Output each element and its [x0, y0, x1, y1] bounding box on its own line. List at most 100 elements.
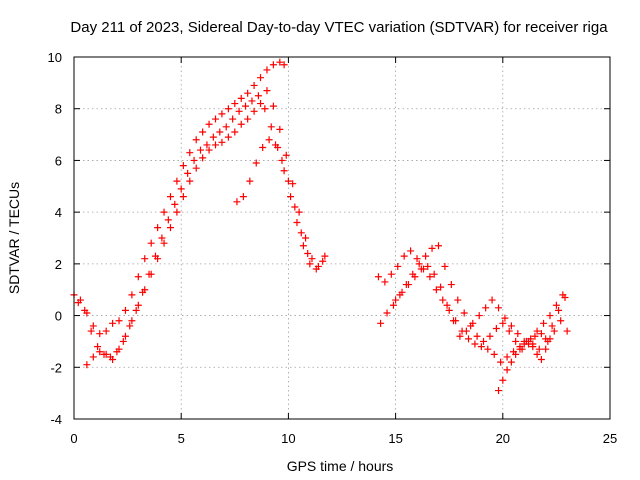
data-point-marker	[540, 319, 548, 327]
data-point-marker	[154, 255, 162, 263]
data-point-marker	[141, 255, 149, 263]
data-point-marker	[128, 291, 136, 299]
data-point-marker	[437, 283, 445, 291]
data-point-marker	[222, 123, 230, 131]
data-point-marker	[319, 257, 327, 265]
data-point-marker	[179, 193, 187, 201]
data-point-marker	[514, 330, 522, 338]
data-point-marker	[321, 252, 329, 260]
data-point-marker	[196, 146, 204, 154]
y-tick-label: 8	[55, 102, 62, 117]
data-point-marker	[398, 288, 406, 296]
data-point-marker	[460, 309, 468, 317]
data-point-marker	[512, 337, 520, 345]
data-point-marker	[121, 332, 129, 340]
series-track-7	[392, 262, 567, 345]
plot-frame	[73, 56, 611, 420]
y-tick-label: -4	[50, 412, 62, 427]
data-point-marker	[505, 327, 513, 335]
x-tick-label: 20	[496, 431, 510, 446]
data-point-marker	[186, 149, 194, 157]
y-tick-label: -2	[50, 360, 62, 375]
data-point-marker	[224, 133, 232, 141]
data-point-marker	[126, 322, 134, 330]
data-point-marker	[377, 319, 385, 327]
data-point-marker	[497, 358, 505, 366]
data-point-marker	[254, 92, 262, 100]
series-track-2	[74, 92, 327, 361]
data-point-marker	[449, 317, 457, 325]
data-point-marker	[173, 208, 181, 216]
data-point-marker	[115, 345, 123, 353]
data-point-marker	[297, 229, 305, 237]
data-point-marker	[269, 102, 277, 110]
data-point-marker	[520, 340, 528, 348]
data-point-marker	[231, 128, 239, 136]
data-point-marker	[507, 322, 515, 330]
data-point-marker	[374, 273, 382, 281]
data-point-marker	[428, 244, 436, 252]
data-point-marker	[535, 345, 543, 353]
data-point-marker	[287, 193, 295, 201]
data-point-marker	[158, 234, 166, 242]
x-tick-label: 5	[178, 431, 185, 446]
data-point-marker	[430, 270, 438, 278]
data-point-marker	[257, 100, 265, 108]
data-point-marker	[464, 335, 472, 343]
data-point-marker	[192, 136, 200, 144]
data-point-marker	[475, 312, 483, 320]
y-tick-label: 4	[55, 205, 62, 220]
data-point-marker	[199, 128, 207, 136]
data-point-marker	[276, 125, 284, 133]
data-point-marker	[132, 306, 140, 314]
data-point-marker	[83, 361, 91, 369]
data-point-marker	[462, 327, 470, 335]
data-point-marker	[516, 345, 524, 353]
data-point-marker	[154, 224, 162, 232]
data-point-marker	[272, 141, 280, 149]
data-point-marker	[291, 203, 299, 211]
data-point-marker	[261, 105, 269, 113]
grid-lines	[74, 57, 610, 419]
data-point-marker	[525, 337, 533, 345]
data-point-marker	[495, 387, 503, 395]
data-point-marker	[306, 260, 314, 268]
data-point-marker	[469, 319, 477, 327]
data-point-marker	[263, 66, 271, 74]
data-point-marker	[250, 107, 258, 115]
axis-ticks	[73, 56, 611, 420]
data-point-marker	[203, 141, 211, 149]
data-point-marker	[542, 345, 550, 353]
data-point-marker	[548, 322, 556, 330]
data-point-marker	[482, 304, 490, 312]
data-point-marker	[235, 107, 243, 115]
data-point-marker	[192, 164, 200, 172]
data-point-marker	[499, 319, 507, 327]
data-point-marker	[252, 159, 260, 167]
series-track-5	[374, 247, 569, 366]
data-point-marker	[404, 281, 412, 289]
data-point-marker	[94, 343, 102, 351]
data-point-marker	[413, 255, 421, 263]
data-point-marker	[308, 255, 316, 263]
data-point-marker	[134, 273, 142, 281]
data-point-marker	[115, 317, 123, 325]
y-tick-label: 2	[55, 257, 62, 272]
data-point-marker	[454, 296, 462, 304]
data-point-marker	[422, 252, 430, 260]
data-point-marker	[218, 138, 226, 146]
data-point-marker	[237, 94, 245, 102]
data-point-marker	[160, 208, 168, 216]
data-point-marker	[434, 242, 442, 250]
data-point-marker	[128, 317, 136, 325]
data-point-marker	[299, 242, 307, 250]
data-point-marker	[546, 335, 554, 343]
data-point-marker	[495, 304, 503, 312]
data-point-marker	[164, 216, 172, 224]
data-point-marker	[147, 239, 155, 247]
data-point-marker	[239, 193, 247, 201]
data-point-marker	[550, 327, 558, 335]
data-point-marker	[302, 234, 310, 242]
y-tick-label: 10	[48, 50, 62, 65]
